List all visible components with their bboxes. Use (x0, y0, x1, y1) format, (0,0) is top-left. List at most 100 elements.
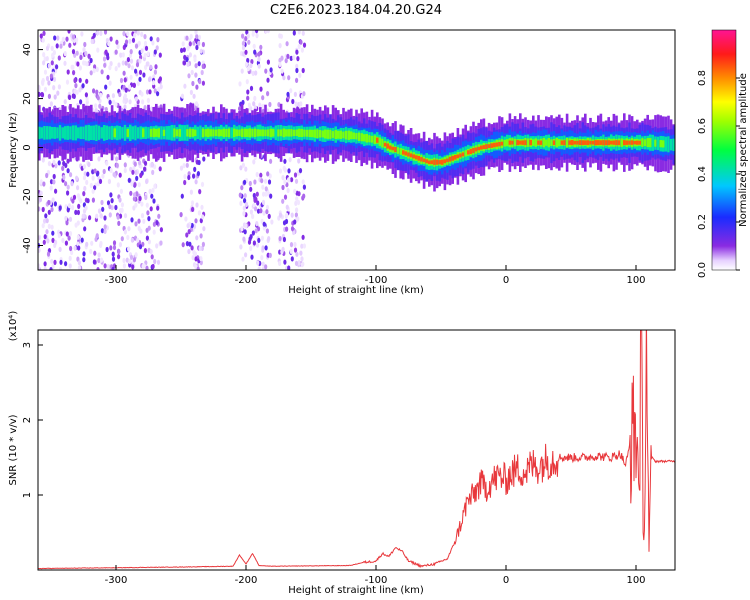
spectrogram-noise-cell (146, 51, 150, 57)
spectrogram-noise-cell (111, 93, 115, 99)
spectrogram-noise-cell (290, 177, 294, 183)
spectrogram-noise-cell (185, 232, 189, 238)
spectrogram-noise-cell (249, 234, 253, 240)
spectrogram-noise-cell (95, 213, 99, 219)
spectrogram-noise-cell (238, 106, 242, 112)
spectrogram-noise-cell (124, 39, 129, 45)
spectrogram-noise-cell (68, 94, 72, 100)
spectrogram-cell (152, 128, 155, 138)
spectrogram-cell (633, 140, 636, 145)
spectrogram-noise-cell (123, 213, 128, 219)
spectrogram-cell (542, 138, 545, 148)
spectrogram-noise-cell (63, 51, 67, 57)
spectrogram-cell (191, 128, 194, 137)
spectrogram-noise-cell (286, 187, 290, 194)
spectrogram-noise-cell (142, 218, 146, 224)
spectrogram-cell (45, 126, 49, 140)
spectrogram-noise-cell (42, 239, 46, 245)
spectrogram-noise-cell (285, 41, 289, 47)
spectrogram-noise-cell (244, 201, 249, 208)
spectrogram-noise-cell (90, 38, 94, 45)
spectrogram-noise-cell (185, 162, 189, 168)
spectrogram-noise-cell (62, 160, 66, 166)
spectrogram-noise-cell (251, 213, 255, 220)
spectrogram-noise-cell (104, 49, 108, 55)
spectrogram-cell (664, 136, 668, 152)
spectrogram-noise-cell (65, 220, 69, 226)
spectrogram-noise-cell (46, 251, 51, 257)
spectrogram-noise-cell (255, 242, 260, 248)
spectrogram-noise-cell (47, 209, 51, 215)
spectrogram-cell (48, 126, 51, 140)
spectrogram-noise-cell (66, 158, 70, 164)
spectrogram-noise-cell (188, 52, 192, 58)
spectrogram-noise-cell (68, 216, 73, 222)
spectrogram-noise-cell (134, 221, 138, 227)
spectrogram-noise-cell (115, 156, 119, 162)
spectrogram-noise-cell (71, 49, 76, 55)
spectrogram-noise-cell (261, 266, 265, 270)
spectrogram-cell (61, 127, 64, 139)
spectrogram-cell (578, 140, 582, 145)
spectrogram-cell (121, 127, 124, 139)
spectrogram-noise-cell (133, 32, 137, 38)
spectrogram-noise-cell (83, 185, 87, 192)
spectrogram-noise-cell (289, 55, 293, 62)
spectrogram-noise-cell (119, 52, 123, 58)
spectrogram-noise-cell (85, 61, 89, 67)
spectrogram-noise-cell (255, 33, 259, 39)
spectrogram-cell (298, 128, 301, 137)
spectrogram-noise-cell (107, 41, 111, 47)
spectrogram-noise-cell (41, 206, 45, 213)
spectrogram-cell (199, 125, 202, 141)
spectrogram-cell (519, 140, 522, 145)
spectrogram-cell (508, 140, 512, 145)
spectrogram-cell (162, 129, 166, 137)
spectrogram-noise-cell (71, 204, 75, 211)
spectrogram-noise-cell (241, 45, 246, 51)
spectrogram-noise-cell (201, 41, 205, 48)
spectrogram-noise-cell (39, 33, 43, 39)
y-tick-label: 3 (22, 342, 33, 348)
spectrogram-noise-cell (91, 197, 95, 203)
spectrogram-noise-cell (150, 162, 154, 168)
spectrogram-cell (233, 128, 236, 138)
spectrogram-noise-cell (143, 40, 148, 47)
spectrogram-noise-cell (242, 205, 246, 211)
spectrogram-noise-cell (197, 159, 201, 166)
y-tick-label: 1 (22, 492, 33, 498)
spectrogram-noise-cell (104, 106, 108, 113)
spectrogram-noise-cell (285, 204, 289, 210)
spectrogram-noise-cell (117, 62, 121, 68)
spectrogram-noise-cell (76, 185, 80, 191)
spectrogram-noise-cell (121, 52, 125, 58)
spectrogram-noise-cell (103, 62, 107, 68)
spectrogram-noise-cell (148, 188, 152, 194)
spectrogram-noise-cell (50, 258, 54, 264)
spectrogram-noise-cell (118, 242, 122, 248)
spectrogram-noise-cell (143, 160, 148, 166)
spectrogram-noise-cell (283, 179, 287, 185)
spectrogram-noise-cell (148, 89, 152, 95)
spectrogram-noise-cell (93, 168, 97, 174)
spectrogram-noise-cell (293, 172, 298, 178)
spectral-ridge (38, 103, 675, 192)
spectrogram-noise-cell (244, 252, 248, 258)
spectrogram-cell (329, 129, 332, 139)
colorbar-tick-label: 0.6 (697, 118, 708, 134)
spectrogram-noise-cell (292, 30, 296, 36)
spectrogram-noise-cell (253, 95, 257, 101)
spectrogram-cell (175, 129, 179, 137)
spectrogram-noise-cell (119, 188, 123, 194)
spectrogram-cell (581, 140, 584, 146)
spectrogram-noise-cell (54, 68, 58, 74)
spectrogram-cell (331, 131, 335, 138)
spectrogram-cell (230, 127, 233, 139)
spectrogram-cell (194, 129, 197, 137)
spectrogram-cell (64, 126, 67, 140)
spectrogram-noise-cell (241, 33, 245, 39)
spectrogram-noise-cell (143, 166, 147, 172)
spectrogram-noise-cell (74, 209, 78, 215)
spectrogram-noise-cell (46, 238, 50, 244)
spectrogram-noise-cell (155, 45, 159, 51)
